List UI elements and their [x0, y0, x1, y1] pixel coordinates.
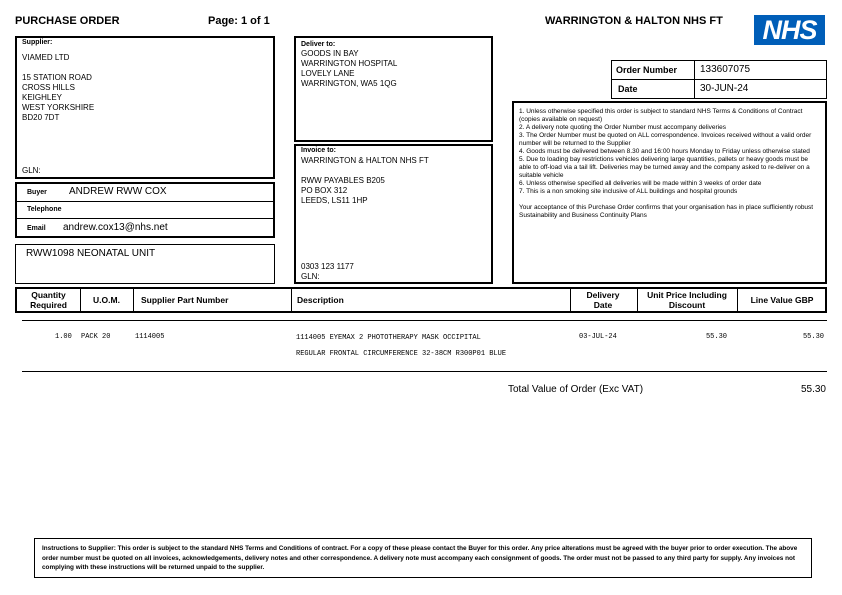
invoice-org: WARRINGTON & HALTON NHS FT — [301, 156, 429, 165]
supplier-label: Supplier: — [22, 39, 53, 46]
supplier-name: VIAMED LTD — [22, 53, 70, 62]
address-line: 15 STATION ROAD — [22, 73, 92, 82]
term-item: 5. Due to loading bay restrictions vehic… — [519, 156, 810, 179]
nhs-logo: NHS — [754, 15, 825, 45]
col-line-value: Line Value GBP — [750, 295, 814, 305]
row-part-number: 1114005 — [135, 333, 165, 341]
address-line: RWW PAYABLES B205 — [301, 176, 385, 185]
terms-footer: Your acceptance of this Purchase Order c… — [519, 204, 814, 219]
term-item: 6. Unless otherwise specified all delive… — [519, 180, 762, 187]
row-description: 1114005 EYEMAX 2 PHOTOTHERAPY MASK OCCIP… — [296, 334, 481, 342]
col-quantity: Quantity Required — [30, 290, 67, 310]
order-date: 30-JUN-24 — [700, 83, 749, 94]
telephone-label: Telephone — [27, 206, 62, 213]
address-line: LEEDS, LS11 1HP — [301, 196, 368, 205]
email-value: andrew.cox13@nhs.net — [63, 222, 168, 233]
divider — [570, 289, 571, 311]
address-line: KEIGHLEY — [22, 93, 63, 102]
terms-list: 1. Unless otherwise specified this order… — [519, 108, 819, 220]
page-title: PURCHASE ORDER — [15, 15, 120, 27]
col-description: Description — [297, 295, 344, 305]
deliver-to-label: Deliver to: — [301, 41, 336, 48]
order-info-table: Order Number 133607075 Date 30-JUN-24 — [611, 60, 827, 99]
telephone-row: Telephone — [17, 202, 273, 219]
table-header: Quantity Required U.O.M. Supplier Part N… — [15, 287, 827, 313]
address-line: GOODS IN BAY — [301, 49, 359, 58]
divider — [80, 289, 81, 311]
department-box: RWW1098 NEONATAL UNIT — [15, 244, 275, 284]
instructions-text: Instructions to Supplier: This order is … — [42, 545, 798, 571]
organisation-name: WARRINGTON & HALTON NHS FT — [545, 15, 723, 27]
supplier-gln: GLN: — [22, 166, 41, 175]
invoice-gln: GLN: — [301, 272, 320, 281]
divider — [133, 289, 134, 311]
total-label: Total Value of Order (Exc VAT) — [508, 384, 644, 395]
email-label: Email — [27, 225, 46, 232]
order-number-row — [612, 61, 826, 80]
buyer-box: Buyer ANDREW RWW COX Telephone Email and… — [15, 182, 275, 238]
buyer-label: Buyer — [27, 189, 47, 196]
table-row: 1.00 PACK 20 1114005 1114005 EYEMAX 2 PH… — [15, 333, 827, 363]
divider — [22, 371, 827, 372]
deliver-to-box: Deliver to: GOODS IN BAY WARRINGTON HOSP… — [294, 36, 493, 142]
divider — [694, 61, 695, 98]
col-unit-price: Unit Price Including Discount — [647, 290, 727, 310]
order-number: 133607075 — [700, 64, 751, 75]
invoice-to-address: WARRINGTON & HALTON NHS FT RWW PAYABLES … — [301, 156, 429, 206]
term-item: 7. This is a non smoking site inclusive … — [519, 188, 738, 195]
address-line: CROSS HILLS — [22, 83, 75, 92]
row-line-value: 55.30 — [802, 333, 824, 341]
divider — [22, 320, 827, 321]
page-number: Page: 1 of 1 — [208, 15, 270, 27]
address-line: BD20 7DT — [22, 113, 60, 122]
col-delivery-date: Delivery Date — [586, 290, 620, 310]
invoice-to-box: Invoice to: WARRINGTON & HALTON NHS FT R… — [294, 144, 493, 284]
col-uom: U.O.M. — [93, 295, 120, 305]
row-unit-price: 55.30 — [705, 333, 727, 341]
term-item: 4. Goods must be delivered between 8.30 … — [519, 148, 810, 155]
address-line: LOVELY LANE — [301, 69, 355, 78]
buyer-value: ANDREW RWW COX — [69, 186, 167, 197]
col-supplier-part: Supplier Part Number — [141, 295, 229, 305]
terms-box: 1. Unless otherwise specified this order… — [512, 101, 827, 284]
invoice-to-label: Invoice to: — [301, 147, 337, 154]
address-line: WARRINGTON HOSPITAL — [301, 59, 398, 68]
email-row: Email andrew.cox13@nhs.net — [17, 219, 273, 238]
total-value: 55.30 — [800, 384, 826, 395]
row-delivery-date: 03-JUL-24 — [579, 333, 617, 341]
row-description-2: REGULAR FRONTAL CIRCUMFERENCE 32-38CM R3… — [296, 350, 507, 358]
term-item: 1. Unless otherwise specified this order… — [519, 108, 803, 123]
supplier-box: Supplier: VIAMED LTD 15 STATION ROAD CRO… — [15, 36, 275, 179]
row-qty: 1.00 — [55, 333, 72, 341]
instructions-box: Instructions to Supplier: This order is … — [34, 538, 812, 578]
address-line: WEST YORKSHIRE — [22, 103, 95, 112]
divider — [637, 289, 638, 311]
term-item: 3. The Order Number must be quoted on AL… — [519, 132, 812, 147]
order-number-label: Order Number — [616, 65, 678, 75]
divider — [737, 289, 738, 311]
deliver-to-address: GOODS IN BAY WARRINGTON HOSPITAL LOVELY … — [301, 49, 397, 89]
invoice-phone: 0303 123 1177 — [301, 262, 354, 271]
address-line: PO BOX 312 — [301, 186, 348, 195]
buyer-row: Buyer ANDREW RWW COX — [17, 184, 273, 202]
supplier-address: VIAMED LTD 15 STATION ROAD CROSS HILLS K… — [22, 53, 94, 123]
date-label: Date — [618, 84, 638, 94]
row-uom: PACK 20 — [81, 333, 111, 341]
department-name: RWW1098 NEONATAL UNIT — [26, 248, 156, 259]
term-item: 2. A delivery note quoting the Order Num… — [519, 124, 727, 131]
divider — [291, 289, 292, 311]
address-line: WARRINGTON, WA5 1QG — [301, 79, 397, 88]
